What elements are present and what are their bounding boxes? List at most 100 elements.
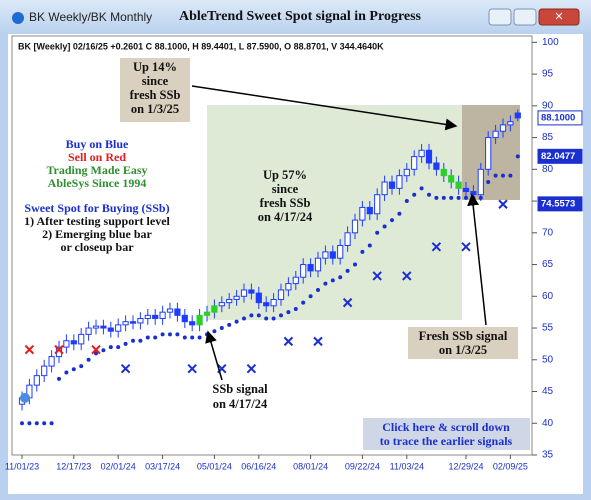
buy-signal [20,392,30,403]
stop-dot [360,249,365,254]
candle-body [218,302,225,307]
stop-dot [478,195,483,200]
candle-body [425,149,433,164]
y-tick-label: 85 [542,132,554,143]
candle-body [107,327,114,332]
candle-body [374,194,381,215]
x-tick-label: 03/17/24 [145,461,180,471]
y-tick-label: 70 [542,227,554,238]
candle-body [152,314,159,320]
price-label: 88.1000 [541,112,575,123]
x-marker [342,297,353,308]
candle-body [507,121,514,126]
stop-dot [34,421,39,426]
stop-dot [427,192,431,197]
x-marker [498,199,508,209]
stop-dot [86,357,91,362]
candle-body [203,311,211,316]
stop-dot [234,319,239,324]
stop-dot [20,421,24,426]
stop-dot [271,316,276,321]
candle-body [263,302,270,307]
info-line: BK [Weekly] 02/16/25 +0.2601 C 88.1000, … [18,41,384,51]
candle-body [129,321,137,324]
stop-dot [57,376,61,381]
app-icon [12,12,24,24]
ssb-rules-text: Sweet Spot for Buying (SSb) [24,201,169,215]
ssb-signal-text: on 4/17/24 [213,397,268,411]
candle-body [240,289,248,297]
candle-body [411,156,418,170]
candle-body [344,232,351,246]
x-marker [431,242,442,252]
annotation-box [120,58,190,122]
x-marker [283,336,294,347]
candle-body [248,289,255,294]
candle-body [485,137,492,170]
candle-body [78,333,85,345]
stop-dot [249,313,254,318]
up14-text: since [142,74,169,88]
y-tick-label: 90 [542,100,554,111]
price-label: 74.5573 [541,198,575,209]
x-tick-label: 05/01/24 [197,461,232,471]
up14-text: on 1/3/25 [131,102,179,116]
candle-body [255,292,262,304]
candle-body [70,340,77,345]
y-tick-label: 65 [542,259,554,270]
stop-dot [449,195,454,200]
stop-dot [160,332,165,337]
stop-dot [286,310,291,315]
candle-body [115,324,122,332]
minimize-button[interactable] [488,8,512,26]
legend-text: Sell on Red [68,150,126,164]
y-tick-label: 55 [542,323,554,334]
up57-text: Up 57% [263,168,307,182]
ssb-rules-text: 2) Emerging blue bar [42,227,152,241]
stop-dot [456,195,461,200]
candle-body [33,375,40,386]
candle-body [48,356,55,367]
stop-dot [486,180,491,185]
candle-body [514,112,521,119]
y-tick-label: 100 [542,37,559,48]
stop-dot [404,199,409,204]
stop-dot [301,300,306,305]
stop-dot [316,287,320,292]
x-marker [461,242,471,252]
candle-body [41,365,48,377]
stop-dot [353,262,357,267]
candle-body [388,181,396,189]
candle-body [196,314,203,326]
close-icon[interactable]: ✕ [554,11,563,23]
stop-dot [94,351,98,356]
y-tick-label: 35 [542,450,554,461]
click-text[interactable]: Click here & scroll down [382,420,510,434]
stop-dot [338,275,343,280]
stop-dot [175,332,180,337]
up57-text: fresh SSb [260,196,311,210]
x-marker [120,363,131,374]
stop-dot [375,230,380,235]
stop-dot [308,294,313,299]
click-text[interactable]: to trace the earlier signals [380,434,513,448]
candle-body [181,314,188,323]
close-button[interactable] [538,8,580,26]
candle-body [396,175,403,189]
click-button[interactable] [363,418,530,450]
stop-dot [441,195,446,200]
stop-dot [508,173,513,178]
stop-dot [219,326,224,331]
up14-text: Up 14% [133,60,177,74]
candle-body [285,283,292,291]
x-tick-label: 08/01/24 [293,461,328,471]
price-label-box [537,148,583,164]
stop-dot [64,370,69,375]
stop-dot [515,154,520,159]
ssb-rules-text: 1) After testing support level [24,214,170,228]
chart-title: AbleTrend Sweet Spot signal in Progress [179,9,422,24]
x-tick-label: 12/17/23 [56,461,91,471]
maximize-button[interactable] [513,8,537,26]
legend-text: AbleSys Since 1994 [48,176,147,190]
candle-body [366,206,373,215]
